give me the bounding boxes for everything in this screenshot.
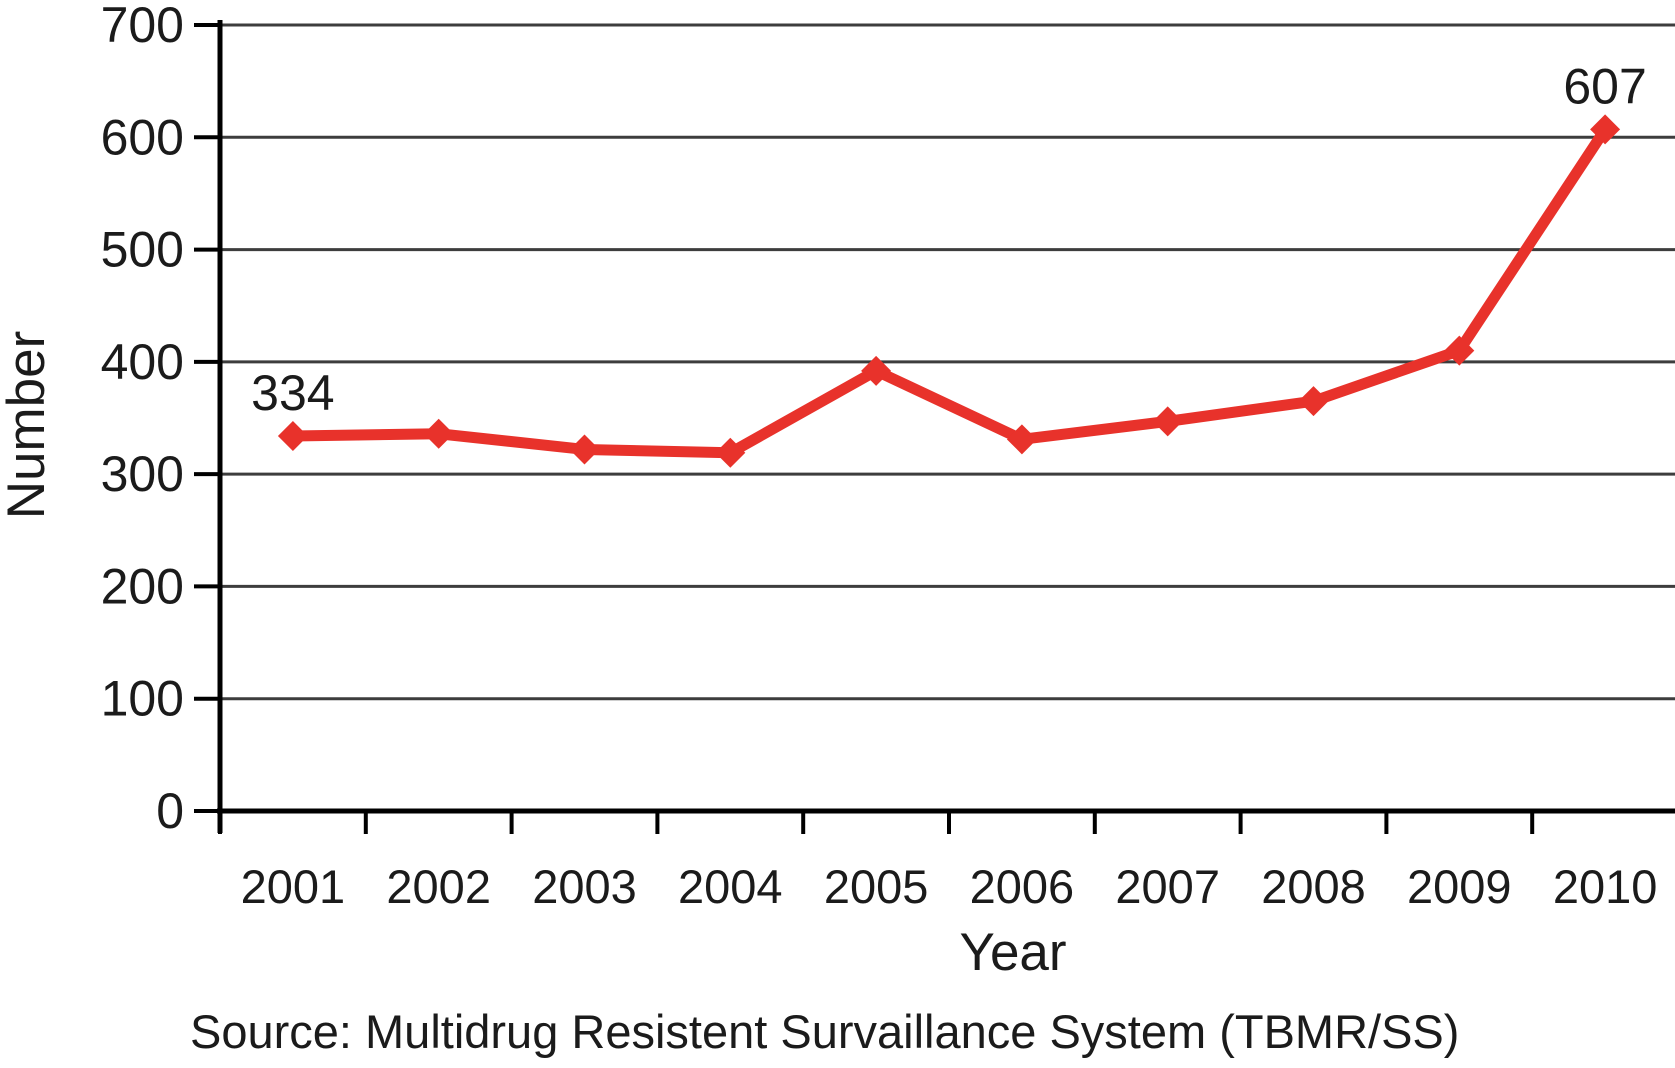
- data-point-marker: [715, 437, 746, 468]
- y-tick-label: 500: [101, 222, 184, 278]
- x-tick-label: 2007: [1115, 860, 1220, 913]
- y-tick-label: 700: [101, 0, 184, 53]
- series-line: [287, 123, 1611, 459]
- data-point-label: 607: [1563, 58, 1646, 114]
- y-axis-title: Number: [0, 331, 56, 520]
- data-point-marker: [1152, 406, 1183, 437]
- x-tick-label: 2005: [824, 860, 929, 913]
- y-tick-label: 0: [156, 783, 184, 839]
- x-tick-label: 2008: [1261, 860, 1366, 913]
- y-axis-tick-labels: 0 100 200 300 400 500 600 700: [101, 0, 184, 839]
- gridlines: [220, 23, 1675, 701]
- y-axis-ticks: [194, 23, 220, 813]
- x-tick-label: 2004: [678, 860, 783, 913]
- data-point-marker: [1298, 386, 1329, 417]
- data-point-marker: [277, 420, 308, 451]
- y-tick-label: 100: [101, 671, 184, 727]
- source-caption: Source: Multidrug Resistent Survaillance…: [190, 1005, 1459, 1058]
- data-point-label: 334: [251, 365, 334, 421]
- data-point-marker: [423, 418, 454, 449]
- x-axis-ticks: [218, 811, 1535, 834]
- x-tick-label: 2003: [532, 860, 637, 913]
- y-tick-label: 300: [101, 446, 184, 502]
- y-tick-label: 200: [101, 558, 184, 614]
- x-axis-title: Year: [959, 923, 1066, 982]
- x-tick-label: 2002: [386, 860, 491, 913]
- x-tick-label: 2006: [970, 860, 1075, 913]
- y-tick-label: 400: [101, 334, 184, 390]
- data-point-marker: [1444, 335, 1475, 366]
- data-point-marker: [861, 355, 892, 386]
- data-point-marker: [1006, 424, 1037, 455]
- x-tick-label: 2010: [1553, 860, 1658, 913]
- x-axis-tick-labels: 2001 2002 2003 2004 2005 2006 2007 2008 2009 2010: [241, 860, 1658, 913]
- data-point-marker: [1590, 114, 1621, 145]
- x-tick-label: 2001: [241, 860, 346, 913]
- x-tick-label: 2009: [1407, 860, 1512, 913]
- data-series: [277, 114, 1621, 468]
- data-point-labels: 334 607: [251, 58, 1647, 421]
- data-point-marker: [569, 434, 600, 465]
- y-tick-label: 600: [101, 109, 184, 165]
